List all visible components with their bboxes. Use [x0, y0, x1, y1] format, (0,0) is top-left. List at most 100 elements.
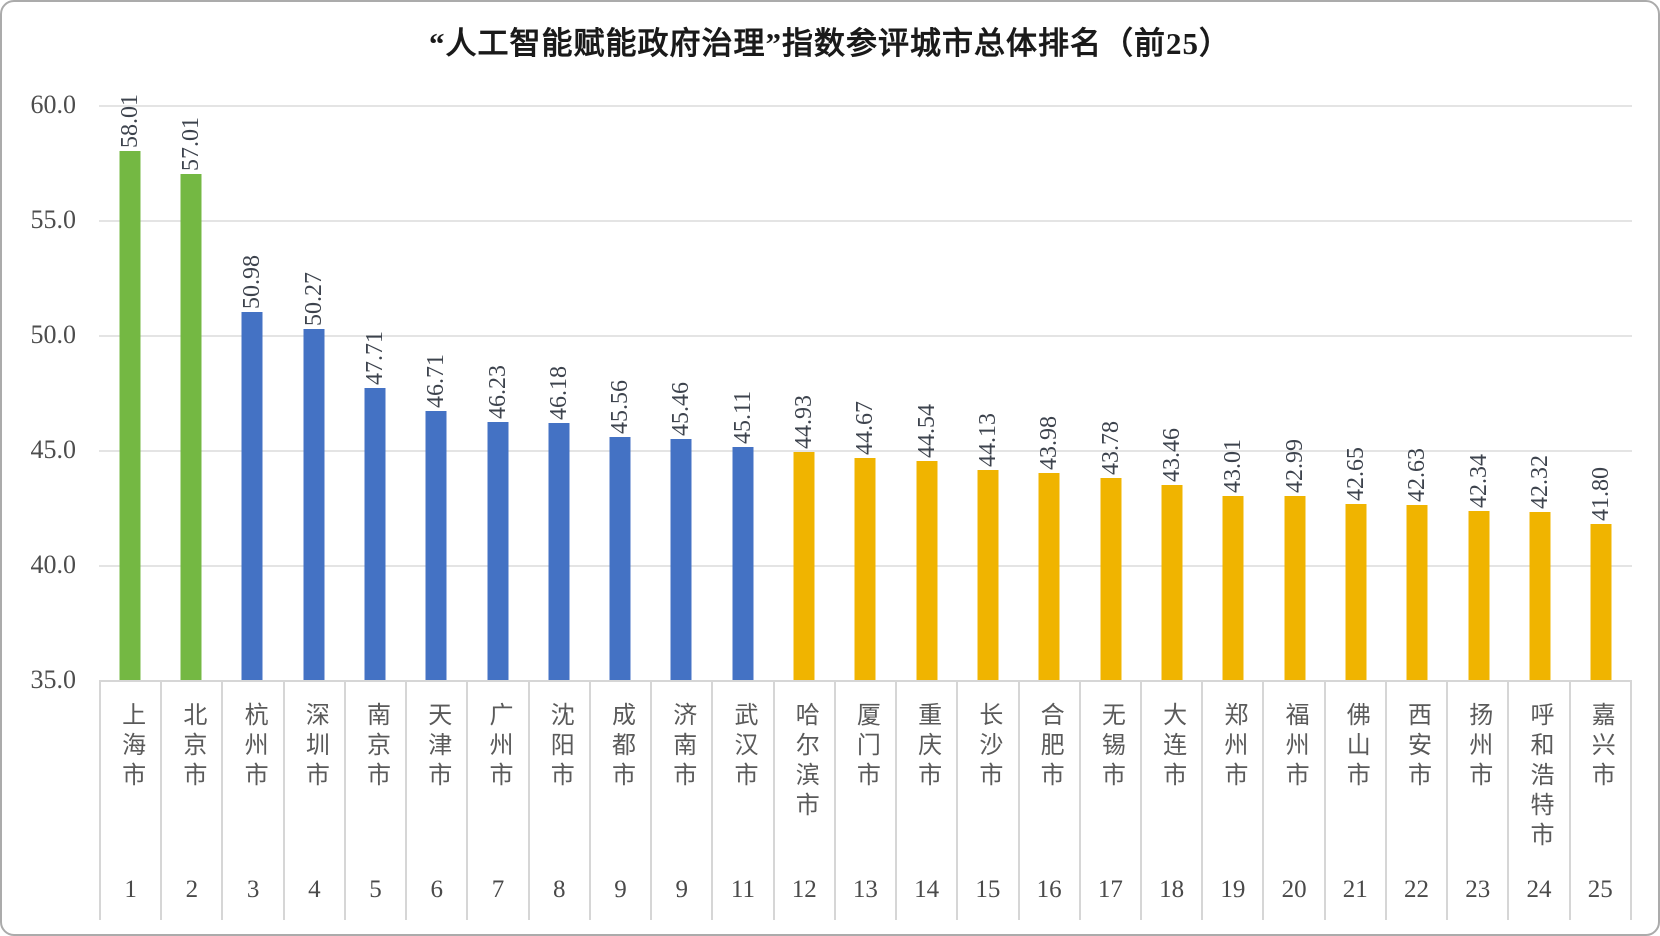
bar-column: 42.34: [1448, 105, 1509, 680]
bar-value-label: 41.80: [1588, 466, 1615, 521]
bar-value-label: 42.34: [1465, 454, 1492, 509]
bar-column: 44.93: [773, 105, 834, 680]
category-cell: 长沙市 15: [956, 682, 1017, 920]
bar: [487, 421, 509, 680]
bar-value-label: 42.99: [1281, 439, 1308, 494]
bar-column: 43.78: [1080, 105, 1141, 680]
category-cell: 济南市 9: [650, 682, 711, 920]
category-cell: 成都市 9: [588, 682, 650, 920]
bar: [854, 457, 876, 680]
bar: [1161, 485, 1183, 680]
bar: [793, 451, 815, 680]
bar-column: 43.01: [1203, 105, 1264, 680]
city-rank: 2: [185, 876, 199, 903]
bar-column: 47.71: [344, 105, 405, 680]
category-cell: 呼和浩特市 24: [1507, 682, 1568, 920]
bar: [1284, 496, 1306, 680]
city-name: 北京市: [178, 702, 205, 792]
bar-value-label: 43.78: [1097, 421, 1124, 476]
category-cell: 北京市 2: [160, 682, 221, 920]
bar-column: 45.46: [651, 105, 712, 680]
y-tick-label: 60.0: [30, 90, 77, 119]
city-name: 福州市: [1281, 702, 1308, 792]
bar-value-label: 45.11: [729, 391, 756, 445]
bar-column: 42.63: [1387, 105, 1448, 680]
bar-value-label: 45.56: [607, 380, 634, 435]
bar: [1222, 495, 1244, 680]
gridline-55: [99, 220, 1632, 222]
city-name: 佛山市: [1342, 702, 1369, 792]
bar: [977, 470, 999, 680]
bar-column: 42.32: [1509, 105, 1570, 680]
bar-column: 43.98: [1019, 105, 1080, 680]
bar-value-label: 46.18: [545, 365, 572, 420]
city-name: 杭州市: [240, 702, 267, 792]
city-name: 广州市: [485, 702, 512, 792]
bar: [1345, 504, 1367, 680]
y-tick-label: 35.0: [30, 665, 77, 694]
bar-value-label: 57.01: [177, 116, 204, 171]
bar-value-label: 43.01: [1220, 438, 1247, 493]
category-cell: 天津市 6: [405, 682, 466, 920]
bar: [180, 173, 202, 680]
bar-column: 46.23: [467, 105, 528, 680]
bar-column: 58.01: [99, 94, 160, 680]
bar: [364, 387, 386, 680]
plot-area: 58.01 57.01 50.98 50.27 47.71 46.71 46.23 46.18…: [99, 94, 1632, 680]
gridline-60: [99, 105, 1632, 107]
city-rank: 9: [675, 876, 688, 903]
city-name: 呼和浩特市: [1526, 702, 1552, 852]
bar-column: 43.46: [1141, 105, 1202, 680]
bar: [609, 437, 631, 680]
bar: [241, 312, 263, 680]
city-rank: 14: [914, 876, 940, 903]
city-rank: 5: [369, 876, 382, 903]
city-name: 扬州市: [1464, 702, 1491, 792]
category-cell: 重庆市 14: [895, 682, 956, 920]
bar-columns: 58.01 57.01 50.98 50.27 47.71 46.71 46.23 46.18…: [99, 94, 1632, 680]
city-name: 深圳市: [301, 702, 328, 792]
bar-column: 44.13: [957, 105, 1018, 680]
city-rank: 25: [1587, 876, 1613, 903]
city-rank: 20: [1281, 876, 1307, 903]
city-rank: 16: [1036, 876, 1062, 903]
city-name: 郑州市: [1219, 702, 1246, 792]
y-tick-label: 50.0: [30, 320, 77, 349]
bar-column: 45.11: [712, 105, 773, 680]
bar-value-label: 44.54: [913, 403, 940, 458]
category-cell: 深圳市 4: [282, 682, 344, 920]
bar-value-label: 42.65: [1342, 447, 1369, 502]
city-rank: 11: [730, 876, 755, 903]
bar: [1529, 511, 1551, 680]
bar: [1468, 511, 1490, 680]
category-cell: 厦门市 13: [833, 682, 895, 920]
city-name: 上海市: [117, 702, 144, 792]
city-name: 沈阳市: [546, 702, 573, 792]
city-name: 大连市: [1158, 702, 1185, 792]
bar-column: 57.01: [160, 105, 221, 680]
bar-column: 44.67: [835, 105, 896, 680]
city-rank: 22: [1404, 876, 1430, 903]
y-tick-label: 45.0: [30, 435, 77, 464]
city-name: 无锡市: [1097, 702, 1124, 792]
category-cell: 郑州市 19: [1201, 682, 1262, 920]
y-tick-label: 55.0: [30, 205, 77, 234]
bar-column: 50.98: [222, 105, 283, 680]
bar-value-label: 45.46: [668, 382, 695, 437]
city-rank: 17: [1097, 876, 1123, 903]
category-table: 上海市 1 北京市 2 杭州市 3 深圳市 4 南京市 5 天津市 6 广州市 7 沈阳市 8 成都市 9 济南市 9…: [99, 680, 1632, 920]
city-rank: 4: [308, 876, 321, 903]
bar-column: 45.56: [590, 105, 651, 680]
bar-value-label: 44.93: [791, 394, 818, 449]
category-cell: 杭州市 3: [221, 682, 282, 920]
bar-column: 46.71: [406, 105, 467, 680]
city-rank: 13: [852, 876, 878, 903]
bar-column: 42.65: [1325, 105, 1386, 680]
category-cell: 南京市 5: [343, 682, 405, 920]
category-cell: 西安市 22: [1384, 682, 1446, 920]
city-rank: 18: [1159, 876, 1185, 903]
bar: [548, 422, 570, 680]
bar-column: 42.99: [1264, 105, 1325, 680]
city-rank: 19: [1220, 876, 1246, 903]
